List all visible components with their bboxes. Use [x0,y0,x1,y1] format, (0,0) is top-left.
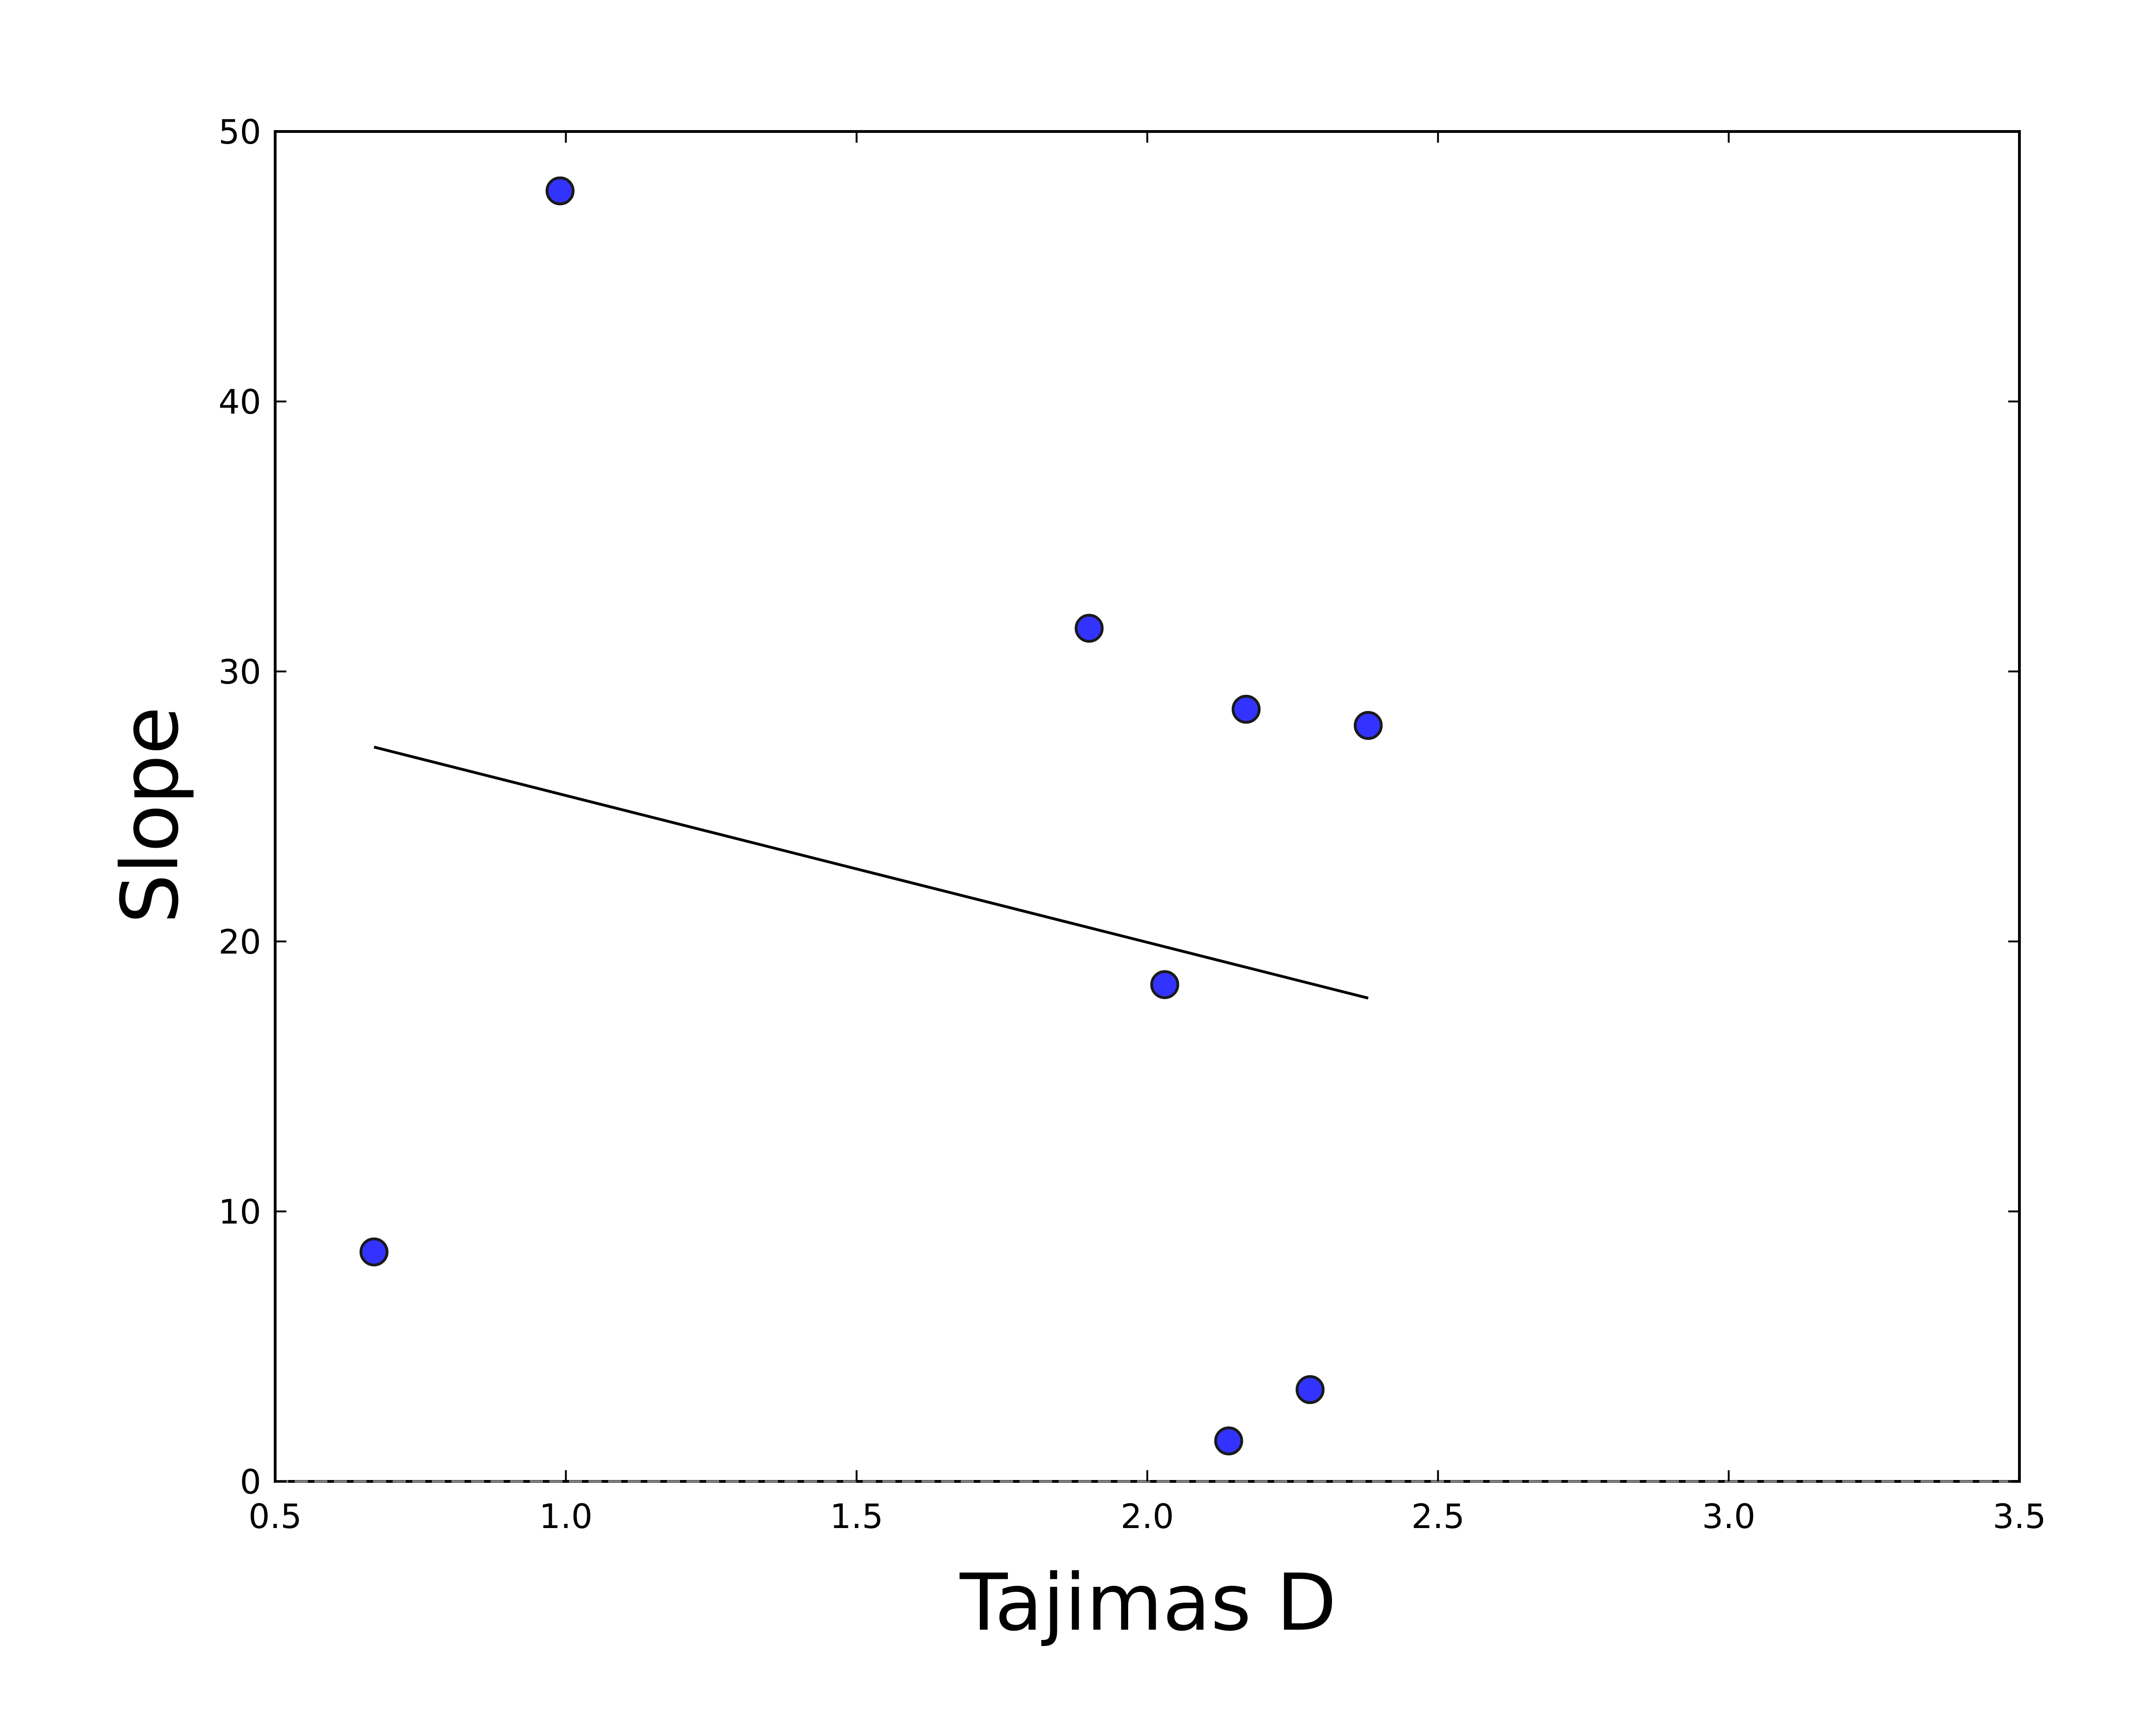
y-tick-label: 50 [218,112,261,152]
trend-line [374,746,1369,1000]
data-point [1150,970,1179,999]
data-point [1075,614,1104,643]
y-tick-label: 30 [218,652,261,692]
x-tick-label: 0.5 [249,1497,302,1536]
x-tick-label: 2.0 [1121,1497,1174,1536]
y-tick-label: 10 [218,1192,261,1231]
x-tick-label: 1.0 [539,1497,593,1536]
x-tick-label: 3.5 [1993,1497,2046,1536]
x-tick-label: 2.5 [1411,1497,1465,1536]
y-tick-label: 20 [218,922,261,961]
data-point [1231,695,1261,724]
data-point [1353,711,1383,740]
axis-ticks: 0.5 1.0 1.5 2.0 2.5 3.0 3.5 0 10 20 30 40 50 [218,112,2046,1536]
data-point [359,1237,388,1266]
y-tick-label: 40 [218,382,261,422]
x-tick-label: 1.5 [830,1497,883,1536]
y-axis-title: Slope [104,706,196,924]
data-point [1296,1375,1325,1404]
x-axis-title: Tajimas D [959,1557,1337,1648]
data-point [1214,1426,1243,1456]
data-point [545,176,575,206]
x-tick-label: 3.0 [1702,1497,1755,1536]
y-tick-label: 0 [240,1462,261,1501]
